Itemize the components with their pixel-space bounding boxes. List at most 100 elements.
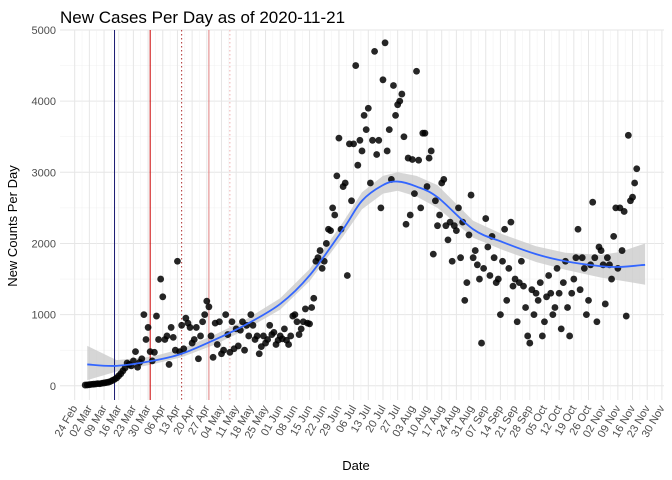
data-point <box>350 140 358 148</box>
y-tick-label: 1000 <box>32 310 56 322</box>
data-point <box>169 333 177 341</box>
data-point <box>157 275 165 283</box>
y-axis-ticks: 0 1000 2000 3000 4000 5000 <box>32 25 56 393</box>
data-point <box>572 254 580 262</box>
data-point <box>270 329 278 336</box>
data-point <box>593 318 601 326</box>
data-point <box>583 311 590 319</box>
data-point <box>461 296 469 304</box>
data-point <box>291 311 299 319</box>
data-point <box>629 193 636 201</box>
data-point <box>473 261 481 269</box>
data-point <box>566 332 574 340</box>
data-point <box>553 264 561 272</box>
data-point <box>457 254 464 262</box>
data-point <box>331 211 339 219</box>
data-points <box>81 39 641 389</box>
data-point <box>610 232 618 240</box>
data-point <box>322 240 330 247</box>
data-point <box>549 311 557 319</box>
data-point <box>132 348 139 356</box>
data-point <box>201 311 209 319</box>
data-point <box>484 243 492 251</box>
data-point <box>293 318 301 326</box>
data-point <box>327 227 334 235</box>
data-point <box>142 336 150 343</box>
data-point <box>534 296 542 304</box>
data-point <box>213 341 221 348</box>
data-point <box>306 320 313 328</box>
data-point <box>459 218 467 226</box>
data-point <box>371 47 378 55</box>
data-point <box>352 62 360 69</box>
data-point <box>408 156 416 163</box>
data-point <box>576 286 584 294</box>
data-point <box>427 147 435 155</box>
data-point <box>589 198 597 206</box>
data-point <box>614 264 622 272</box>
data-point <box>316 247 324 254</box>
data-point <box>165 361 173 368</box>
data-point <box>434 222 441 230</box>
data-point <box>547 289 555 297</box>
data-point <box>490 254 498 262</box>
data-point <box>476 275 483 283</box>
data-point <box>253 332 261 340</box>
data-point <box>505 264 513 272</box>
data-point <box>517 257 525 265</box>
data-point <box>486 272 494 279</box>
data-point <box>440 176 448 183</box>
data-point <box>140 311 148 319</box>
data-point <box>421 129 429 137</box>
x-axis-title: Date <box>342 458 369 473</box>
data-point <box>631 179 639 187</box>
data-point <box>591 254 599 262</box>
data-point <box>369 136 376 144</box>
data-point <box>197 332 204 340</box>
data-point <box>526 339 534 347</box>
data-point <box>375 136 383 144</box>
data-point <box>247 311 255 319</box>
y-tick-label: 2000 <box>32 238 56 250</box>
data-point <box>220 346 227 354</box>
data-point <box>455 204 462 212</box>
data-point <box>392 111 399 119</box>
data-point <box>356 136 364 144</box>
data-point <box>192 324 200 331</box>
data-point <box>362 126 370 134</box>
data-point <box>411 190 418 198</box>
data-point <box>530 311 538 319</box>
data-point <box>360 111 368 119</box>
data-point <box>379 76 387 84</box>
data-point <box>499 257 506 265</box>
data-point <box>195 355 202 363</box>
data-point <box>222 311 230 319</box>
data-point <box>207 332 215 340</box>
y-tick-label: 0 <box>50 381 56 393</box>
data-point <box>585 296 592 304</box>
data-point <box>524 332 532 340</box>
data-point <box>469 254 477 262</box>
data-point <box>358 147 366 155</box>
data-point <box>463 279 471 286</box>
data-point <box>559 279 567 286</box>
data-point <box>536 279 544 286</box>
data-point <box>564 304 571 311</box>
data-point <box>452 227 460 235</box>
data-point <box>180 345 188 353</box>
data-point <box>532 289 540 297</box>
data-point <box>448 257 456 265</box>
data-point <box>163 332 171 340</box>
data-point <box>310 294 318 302</box>
data-point <box>507 218 515 226</box>
data-point <box>209 353 217 361</box>
data-point <box>190 336 198 343</box>
y-tick-label: 3000 <box>32 167 56 179</box>
data-point <box>471 247 479 254</box>
data-point <box>618 247 626 254</box>
data-point <box>402 220 410 228</box>
data-point <box>520 282 527 290</box>
smooth-line-layer <box>87 180 646 367</box>
data-point <box>364 104 372 112</box>
